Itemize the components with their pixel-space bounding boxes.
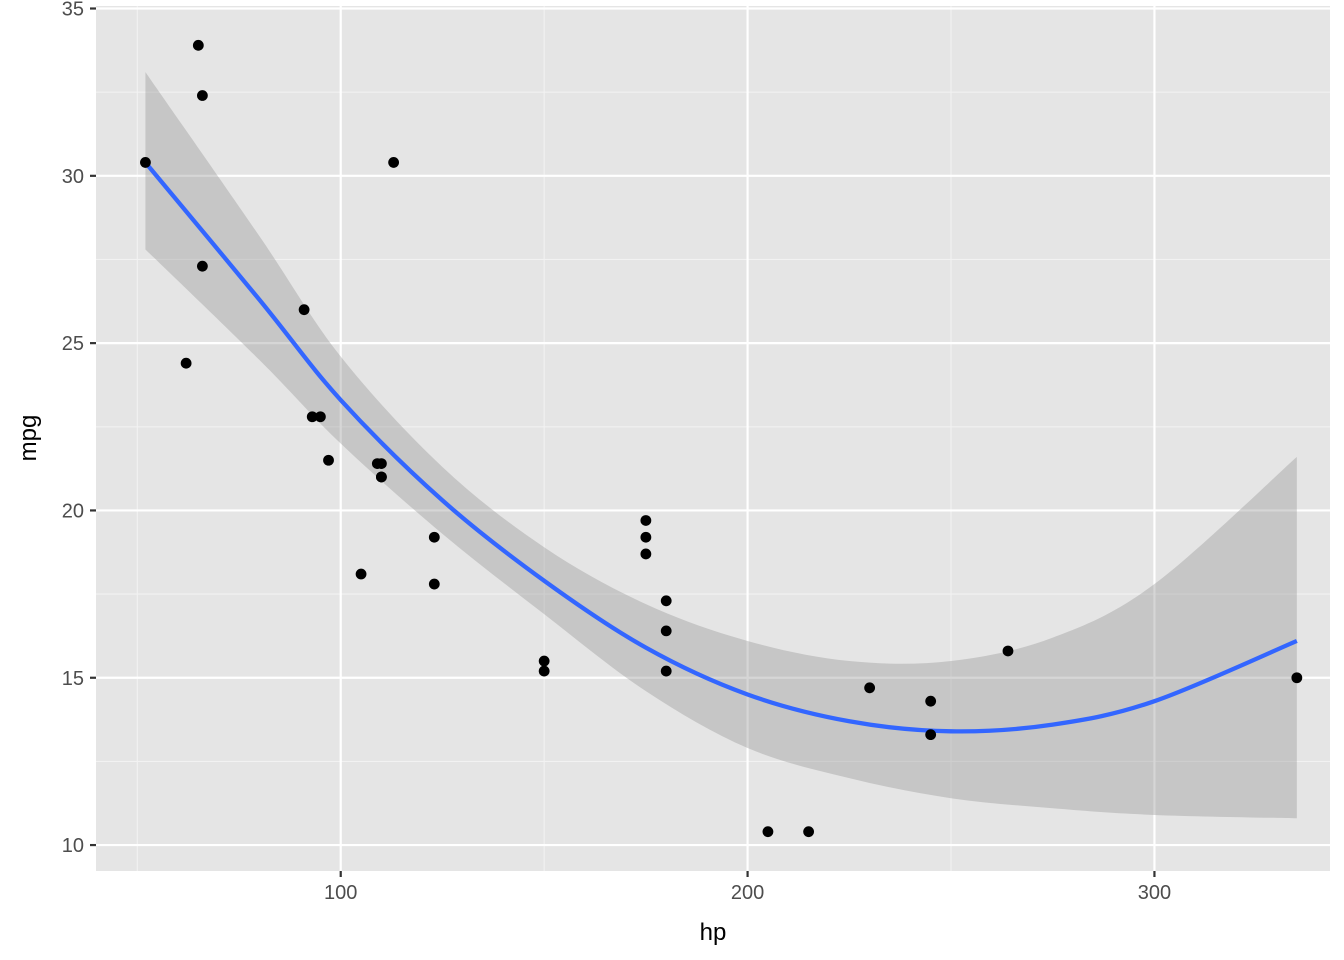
data-point (762, 826, 774, 838)
data-point (428, 578, 440, 590)
data-point (196, 260, 208, 272)
data-point (660, 595, 672, 607)
smooth-fit-line (143, 161, 1298, 734)
data-point (660, 665, 672, 677)
data-point (864, 682, 876, 694)
data-point (298, 304, 310, 316)
data-point (306, 411, 318, 423)
data-point (376, 471, 387, 483)
x-tick-label: 100 (324, 882, 357, 904)
data-point (140, 157, 151, 168)
data-point (196, 90, 208, 101)
x-tick-label: 200 (731, 882, 764, 904)
data-point (371, 458, 383, 469)
data-point (640, 531, 652, 543)
data-point (355, 568, 367, 580)
data-point (925, 729, 937, 741)
x-axis: 100 200 300 (324, 871, 1171, 904)
y-axis-title: mpg (15, 415, 42, 462)
confidence-band (145, 72, 1297, 819)
data-point (538, 665, 550, 677)
minor-grid (96, 6, 1330, 871)
x-axis-title: hp (700, 919, 727, 946)
data-points (140, 39, 1303, 838)
data-point (925, 695, 937, 707)
data-point (1002, 645, 1014, 657)
y-tick-label: 25 (62, 333, 84, 355)
data-point (180, 357, 192, 369)
data-point (660, 625, 672, 637)
y-tick-label: 20 (62, 500, 84, 522)
y-tick-label: 15 (62, 668, 84, 690)
data-point (323, 454, 334, 466)
y-tick-label: 30 (62, 166, 84, 188)
data-point (1291, 672, 1303, 684)
x-tick-label: 300 (1138, 882, 1171, 904)
y-tick-label: 10 (62, 835, 84, 857)
data-point (192, 39, 204, 51)
y-axis: 10 15 20 25 30 35 (62, 0, 96, 857)
data-point (538, 655, 550, 667)
data-point (428, 531, 440, 543)
plot-panel (96, 6, 1330, 871)
data-point (640, 548, 652, 560)
major-grid (96, 6, 1330, 871)
data-point (388, 157, 400, 168)
data-point (803, 826, 815, 838)
y-tick-label: 35 (62, 0, 84, 21)
data-point (314, 411, 326, 423)
data-point (640, 515, 652, 526)
